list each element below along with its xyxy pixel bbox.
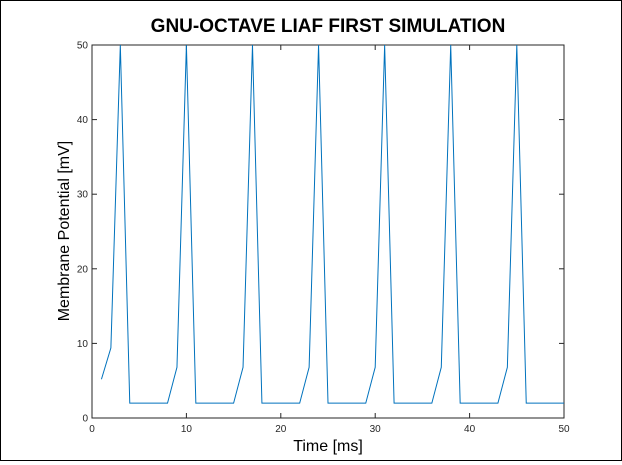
x-tick-label: 10 — [181, 424, 193, 435]
x-tick-label: 20 — [275, 424, 287, 435]
x-tick-label: 50 — [558, 424, 570, 435]
x-tick-label: 30 — [370, 424, 382, 435]
y-axis-label: Membrane Potential [mV] — [56, 141, 73, 322]
plot-area — [91, 44, 565, 419]
y-tick-label: 30 — [77, 190, 89, 201]
y-tick-label: 40 — [77, 115, 89, 126]
y-axis-ticks: 0 10 20 30 40 50 — [77, 41, 564, 425]
x-axis-label: Time [ms] — [293, 438, 363, 455]
membrane-potential-line — [100, 44, 564, 404]
x-tick-label: 0 — [89, 424, 95, 435]
chart-title: GNU-OCTAVE LIAF FIRST SIMULATION — [151, 16, 506, 37]
x-tick-label: 40 — [464, 424, 476, 435]
y-tick-label: 10 — [77, 339, 89, 350]
y-tick-label: 50 — [77, 41, 89, 52]
y-tick-label: 20 — [77, 264, 89, 275]
y-tick-label: 0 — [82, 414, 88, 425]
